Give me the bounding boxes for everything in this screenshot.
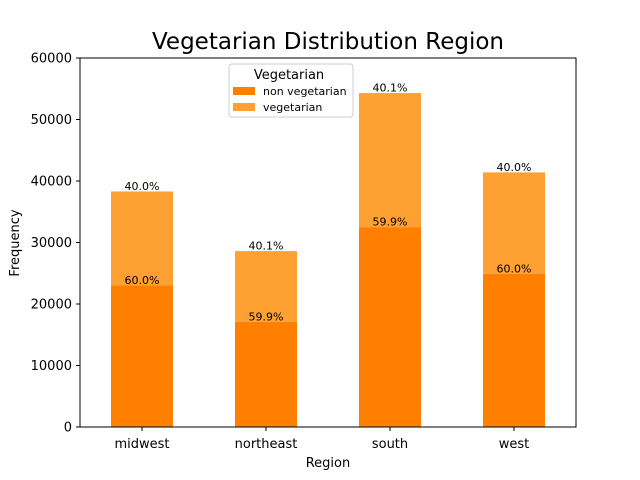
x-axis: midwest northeast south west — [114, 427, 529, 452]
chart-title: Vegetarian Distribution Region — [152, 29, 504, 55]
bar-northeast-non-vegetarian — [235, 321, 297, 427]
pct-label-west-non-vegetarian: 60.0% — [497, 262, 532, 275]
bar-west-vegetarian — [483, 172, 545, 274]
x-tick-label-west: west — [499, 437, 530, 452]
bars-group — [111, 93, 545, 427]
bar-northeast-vegetarian — [235, 251, 297, 322]
x-axis-label: Region — [306, 456, 351, 471]
pct-label-northeast-vegetarian: 40.1% — [249, 240, 284, 253]
legend-entry-non-vegetarian: non vegetarian — [263, 85, 347, 98]
percentage-labels-group: 60.0% 40.0% 59.9% 40.1% 59.9% 40.1% 60.0% 40.0% — [125, 82, 532, 324]
y-tick-label: 40000 — [31, 175, 72, 190]
x-tick-label-northeast: northeast — [235, 437, 298, 452]
y-axis: 0 10000 20000 30000 40000 50000 60000 — [31, 52, 80, 436]
y-tick-label: 30000 — [31, 236, 72, 251]
legend-title: Vegetarian — [254, 68, 324, 83]
y-tick-label: 20000 — [31, 298, 72, 313]
y-tick-label: 10000 — [31, 359, 72, 374]
y-tick-label: 50000 — [31, 113, 72, 128]
bar-midwest-vegetarian — [111, 191, 173, 286]
pct-label-midwest-non-vegetarian: 60.0% — [125, 274, 160, 287]
x-tick-label-south: south — [372, 437, 408, 452]
legend: Vegetarian non vegetarian vegetarian — [228, 63, 354, 118]
bar-south-vegetarian — [359, 93, 421, 228]
y-tick-label: 0 — [64, 421, 72, 436]
x-tick-label-midwest: midwest — [114, 437, 169, 452]
plot-frame — [79, 57, 577, 428]
pct-label-south-non-vegetarian: 59.9% — [373, 216, 408, 229]
pct-label-midwest-vegetarian: 40.0% — [125, 180, 160, 193]
bar-midwest-non-vegetarian — [111, 285, 173, 427]
bar-south-non-vegetarian — [359, 227, 421, 427]
pct-label-west-vegetarian: 40.0% — [497, 161, 532, 174]
pct-label-northeast-non-vegetarian: 59.9% — [249, 310, 284, 323]
legend-frame — [228, 63, 354, 118]
legend-entry-vegetarian: vegetarian — [263, 101, 322, 114]
legend-swatch-vegetarian — [233, 103, 255, 111]
legend-swatch-non-vegetarian — [233, 87, 255, 95]
y-axis-label: Frequency — [8, 209, 23, 276]
pct-label-south-vegetarian: 40.1% — [373, 82, 408, 95]
y-tick-label: 60000 — [31, 52, 72, 67]
bar-west-non-vegetarian — [483, 273, 545, 427]
